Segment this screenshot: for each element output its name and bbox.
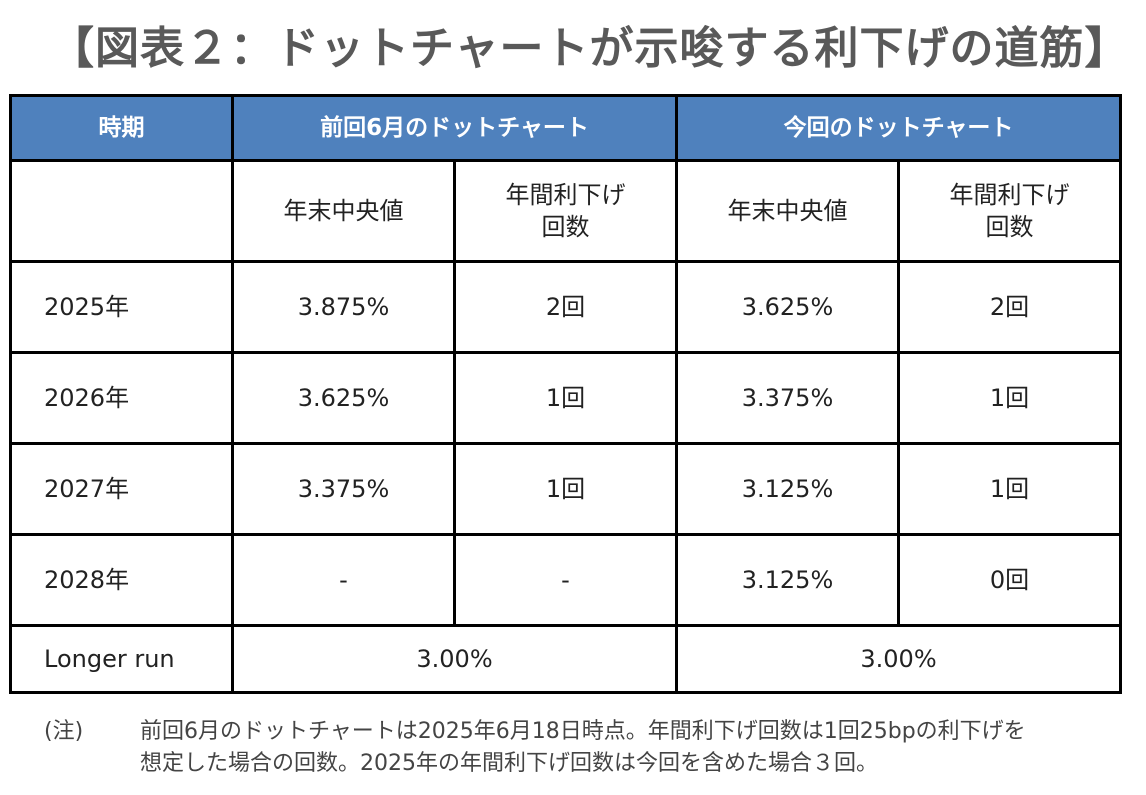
cell-previous-median: - <box>231 533 456 627</box>
cell-current-median: 3.625% <box>675 260 900 354</box>
cell-previous-cuts: - <box>453 533 678 627</box>
longer-run-current: 3.00% <box>675 624 1122 694</box>
header-row: 時期 前回6月のドットチャート 今回のドットチャート <box>9 94 1122 162</box>
cell-current-median: 3.375% <box>675 351 900 445</box>
subheader-median: 年末中央値 <box>231 159 456 263</box>
longer-run-previous: 3.00% <box>231 624 678 694</box>
cell-current-cuts: 0回 <box>897 533 1122 627</box>
cell-period: 2026年 <box>9 351 234 445</box>
cell-period: 2027年 <box>9 442 234 536</box>
header-current: 今回のドットチャート <box>675 94 1122 162</box>
table-row: 2028年 - -3.125% 0回 <box>9 533 1122 627</box>
footnote-label: (注) <box>44 719 84 744</box>
header-period: 時期 <box>9 94 234 162</box>
page-title: 【図表２：ドットチャートが示唆する利下げの道筋】 <box>50 23 1130 74</box>
subheader-row: 年末中央値 年間利下げ 回数 年末中央値 年間利下げ 回数 <box>9 159 1122 263</box>
table-row: 2026年 3.625% 1回 3.375% 1回 <box>9 351 1122 445</box>
cell-previous-cuts: 2回 <box>453 260 678 354</box>
dot-chart-table: 時期 前回6月のドットチャート 今回のドットチャート 年末中央値 年間利下げ 回… <box>9 94 1122 694</box>
cell-period: 2028年 <box>9 533 234 627</box>
cell-period: 2025年 <box>9 260 234 354</box>
subheader-empty <box>9 159 234 263</box>
cell-current-median: 3.125% <box>675 442 900 536</box>
subheader-cuts: 年間利下げ 回数 <box>897 159 1122 263</box>
footnote-line: 前回6月のドットチャートは2025年6月18日時点。年間利下げ回数は1回25bp… <box>140 719 1026 744</box>
header-previous: 前回6月のドットチャート <box>231 94 678 162</box>
table-row: 2027年 3.375% 1回 3.125% 1回 <box>9 442 1122 536</box>
cell-current-cuts: 1回 <box>897 351 1122 445</box>
footnote-line: 想定した場合の回数。2025年の年間利下げ回数は今回を含めた場合３回。 <box>140 751 878 776</box>
subheader-cuts: 年間利下げ 回数 <box>453 159 678 263</box>
cell-previous-median: 3.375% <box>231 442 456 536</box>
cell-current-cuts: 1回 <box>897 442 1122 536</box>
longer-run-label: Longer run <box>9 624 234 694</box>
subheader-median: 年末中央値 <box>675 159 900 263</box>
cell-previous-cuts: 1回 <box>453 442 678 536</box>
cell-previous-median: 3.625% <box>231 351 456 445</box>
cell-previous-cuts: 1回 <box>453 351 678 445</box>
cell-previous-median: 3.875% <box>231 260 456 354</box>
longer-run-row: Longer run 3.00% 3.00% <box>9 624 1122 694</box>
cell-current-median: 3.125% <box>675 533 900 627</box>
cell-current-cuts: 2回 <box>897 260 1122 354</box>
table-row: 2025年 3.875% 2回 3.625% 2回 <box>9 260 1122 354</box>
